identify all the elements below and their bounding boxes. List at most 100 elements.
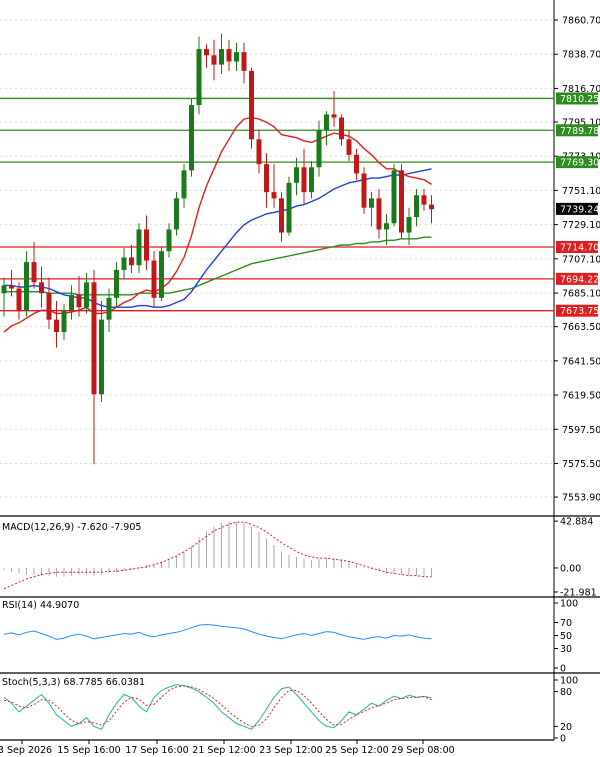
candle-body: [279, 198, 284, 233]
candle-body: [1, 285, 7, 294]
stoch-k-line: [3, 684, 432, 730]
candle-body: [219, 49, 224, 65]
macd-signal-line: [3, 521, 432, 590]
price-tick-label: 7575.50: [562, 459, 600, 470]
candle-body: [324, 114, 329, 130]
price-tick-label: 7663.50: [562, 322, 600, 333]
candle-body: [399, 170, 404, 233]
candle-body: [331, 114, 337, 118]
candle-body: [414, 195, 419, 218]
candle-body: [339, 117, 344, 140]
candle-body: [46, 293, 52, 320]
candle-body: [196, 49, 202, 106]
candle-body: [99, 319, 104, 395]
candle-body: [211, 55, 217, 65]
price-tick-label: 7707.10: [562, 254, 600, 265]
level-label-box: [556, 272, 598, 285]
candle-body: [61, 310, 67, 333]
candle-body: [354, 154, 359, 174]
rsi-tick-label: 70: [560, 618, 572, 629]
candle-body: [271, 192, 277, 199]
rsi-tick-label: 50: [560, 631, 572, 642]
candle-body: [181, 170, 187, 199]
candle-body: [129, 257, 134, 266]
candle-body: [166, 229, 172, 252]
rsi-tick-label: 30: [560, 644, 572, 655]
candle-body: [54, 319, 59, 333]
level-label: 7810.25: [560, 94, 599, 105]
price-tick-label: 7553.90: [562, 493, 600, 504]
candle-body: [189, 105, 194, 171]
macd-title: MACD(12,26,9) -7.620 -7.905: [2, 522, 141, 533]
candle-body: [69, 294, 74, 311]
x-tick-label: 29 Sep 08:00: [391, 745, 454, 756]
level-label-box: [556, 241, 598, 254]
price-tick-label: 7751.10: [562, 186, 600, 197]
candle-body: [249, 70, 254, 140]
candle-body: [346, 139, 352, 155]
level-label: 7714.70: [560, 243, 599, 254]
candle-body: [421, 195, 427, 205]
x-tick-label: 15 Sep 16:00: [57, 745, 120, 756]
price-tick-label: 7619.50: [562, 391, 600, 402]
price-tick-label: 7597.50: [562, 425, 600, 436]
stoch-tick-label: 0: [560, 734, 566, 745]
x-tick-label: 17 Sep 16:00: [125, 745, 188, 756]
level-label-box: [556, 92, 598, 105]
rsi-line: [3, 623, 432, 640]
price-tick-label: 7860.70: [562, 16, 600, 27]
price-tick-label: 7729.10: [562, 220, 600, 231]
x-tick-label: 23 Sep 12:00: [259, 745, 322, 756]
price-tick-label: 7838.70: [562, 50, 600, 61]
candle-body: [121, 257, 127, 270]
candle-body: [151, 260, 157, 298]
candle-body: [234, 52, 239, 62]
candle-body: [114, 269, 119, 298]
level-label-box: [556, 304, 598, 317]
candle-body: [361, 173, 367, 208]
candle-body: [369, 198, 374, 208]
x-tick-label: 21 Sep 12:00: [192, 745, 255, 756]
candle-body: [31, 262, 37, 283]
candle-body: [84, 282, 89, 308]
level-label: 7789.78: [560, 126, 599, 137]
level-label: 7673.75: [560, 306, 599, 317]
stoch-title: Stoch(5,3,3) 68.7785 66.0381: [2, 677, 145, 688]
rsi-tick-label: 100: [560, 599, 578, 610]
candle-body: [384, 223, 389, 230]
candle-body: [376, 198, 382, 230]
candle-body: [9, 285, 14, 289]
candle-body: [24, 262, 29, 311]
ema-blue-line: [4, 168, 432, 308]
candle-body: [286, 182, 292, 233]
price-panel: 7860.707838.707816.707795.107773.107751.…: [0, 0, 600, 740]
rsi-panel: 100 70 50 30 0 RSI(14) 44.9070: [0, 599, 600, 675]
candle-body: [204, 49, 209, 56]
macd-tick-label: 42.884: [560, 517, 593, 528]
candle-body: [76, 294, 82, 308]
level-label-box: [556, 156, 598, 169]
rsi-tick-label: 0: [560, 664, 566, 675]
price-tick-label: 7816.70: [562, 84, 600, 95]
candle-body: [159, 251, 164, 298]
level-label-box: [556, 124, 598, 137]
price-tick-label: 7641.50: [562, 356, 600, 367]
candle-body: [106, 297, 112, 320]
level-label: 7694.22: [560, 274, 599, 285]
candle-body: [406, 217, 412, 233]
candle-body: [39, 282, 44, 294]
candle-body: [226, 49, 232, 62]
ema-red-line: [3, 116, 432, 333]
candle-body: [316, 129, 322, 168]
candle-body: [136, 229, 142, 266]
candle-body: [91, 282, 97, 395]
candle-body: [241, 52, 247, 71]
candle-body: [294, 167, 299, 183]
macd-tick-label: 0.00: [560, 563, 581, 574]
candle-body: [429, 204, 434, 210]
rsi-title: RSI(14) 44.9070: [2, 600, 79, 611]
x-tick-label: 13 Sep 2026: [0, 745, 52, 756]
